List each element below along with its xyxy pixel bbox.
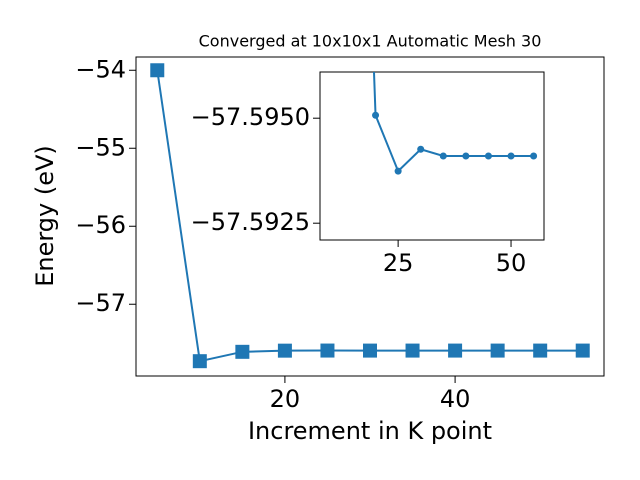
x-tick-label: 25 — [383, 249, 414, 277]
y-axis-label: Energy (eV) — [31, 145, 59, 287]
data-marker — [484, 152, 492, 160]
data-marker — [150, 63, 165, 78]
data-marker — [235, 344, 250, 359]
x-tick-label: 20 — [270, 385, 301, 413]
data-marker — [462, 152, 470, 160]
data-marker — [417, 145, 425, 153]
data-marker — [320, 343, 335, 358]
data-marker — [575, 343, 590, 358]
chart-title: Converged at 10x10x1 Automatic Mesh 30 — [199, 32, 542, 51]
data-marker — [277, 343, 292, 358]
data-marker — [394, 167, 402, 175]
data-marker — [533, 343, 548, 358]
data-marker — [490, 343, 505, 358]
y-tick-label: −57.5925 — [191, 208, 310, 236]
data-marker — [439, 152, 447, 160]
y-tick-label: −54 — [75, 55, 126, 83]
data-marker — [448, 343, 463, 358]
y-tick-label: −56 — [75, 211, 126, 239]
x-tick-label: 40 — [440, 385, 471, 413]
data-marker — [405, 343, 420, 358]
y-tick-label: −57 — [75, 289, 126, 317]
data-marker — [363, 343, 377, 358]
x-tick-label: 50 — [496, 249, 527, 277]
x-axis-label: Increment in K point — [248, 417, 492, 445]
y-tick-label: −57.5950 — [191, 103, 310, 131]
y-tick-label: −55 — [75, 133, 126, 161]
data-marker — [192, 354, 207, 369]
data-marker — [372, 111, 380, 119]
data-marker — [507, 152, 515, 160]
data-marker — [530, 152, 538, 160]
